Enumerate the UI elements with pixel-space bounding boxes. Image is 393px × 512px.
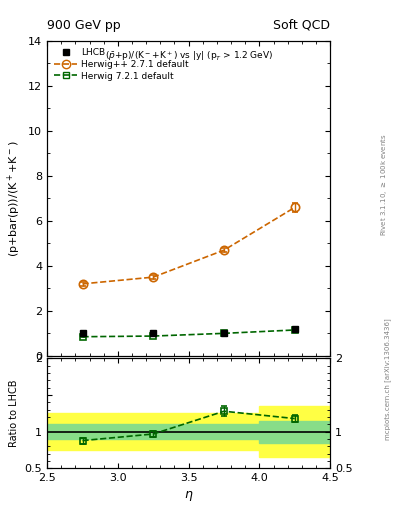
X-axis label: $\eta$: $\eta$ bbox=[184, 489, 193, 503]
Bar bbox=[259, 406, 330, 458]
Y-axis label: (p+bar(p))/(K$^+$+K$^-$): (p+bar(p))/(K$^+$+K$^-$) bbox=[6, 140, 23, 257]
Text: 900 GeV pp: 900 GeV pp bbox=[47, 18, 121, 32]
Text: Soft QCD: Soft QCD bbox=[273, 18, 330, 32]
Bar bbox=[118, 424, 259, 439]
Y-axis label: Ratio to LHCB: Ratio to LHCB bbox=[9, 380, 19, 447]
Bar bbox=[47, 424, 118, 439]
Bar bbox=[118, 414, 259, 450]
Bar bbox=[259, 421, 330, 443]
Text: ($\bar{p}$+p)/(K$^-$+K$^+$) vs |y| (p$_T$ > 1.2 GeV): ($\bar{p}$+p)/(K$^-$+K$^+$) vs |y| (p$_T… bbox=[105, 49, 273, 62]
Text: Rivet 3.1.10, $\geq$ 100k events: Rivet 3.1.10, $\geq$ 100k events bbox=[379, 133, 389, 236]
Text: mcplots.cern.ch [arXiv:1306.3436]: mcplots.cern.ch [arXiv:1306.3436] bbox=[384, 318, 391, 440]
Bar bbox=[47, 414, 118, 450]
Legend: LHCB, Herwig++ 2.7.1 default, Herwig 7.2.1 default: LHCB, Herwig++ 2.7.1 default, Herwig 7.2… bbox=[51, 46, 192, 83]
